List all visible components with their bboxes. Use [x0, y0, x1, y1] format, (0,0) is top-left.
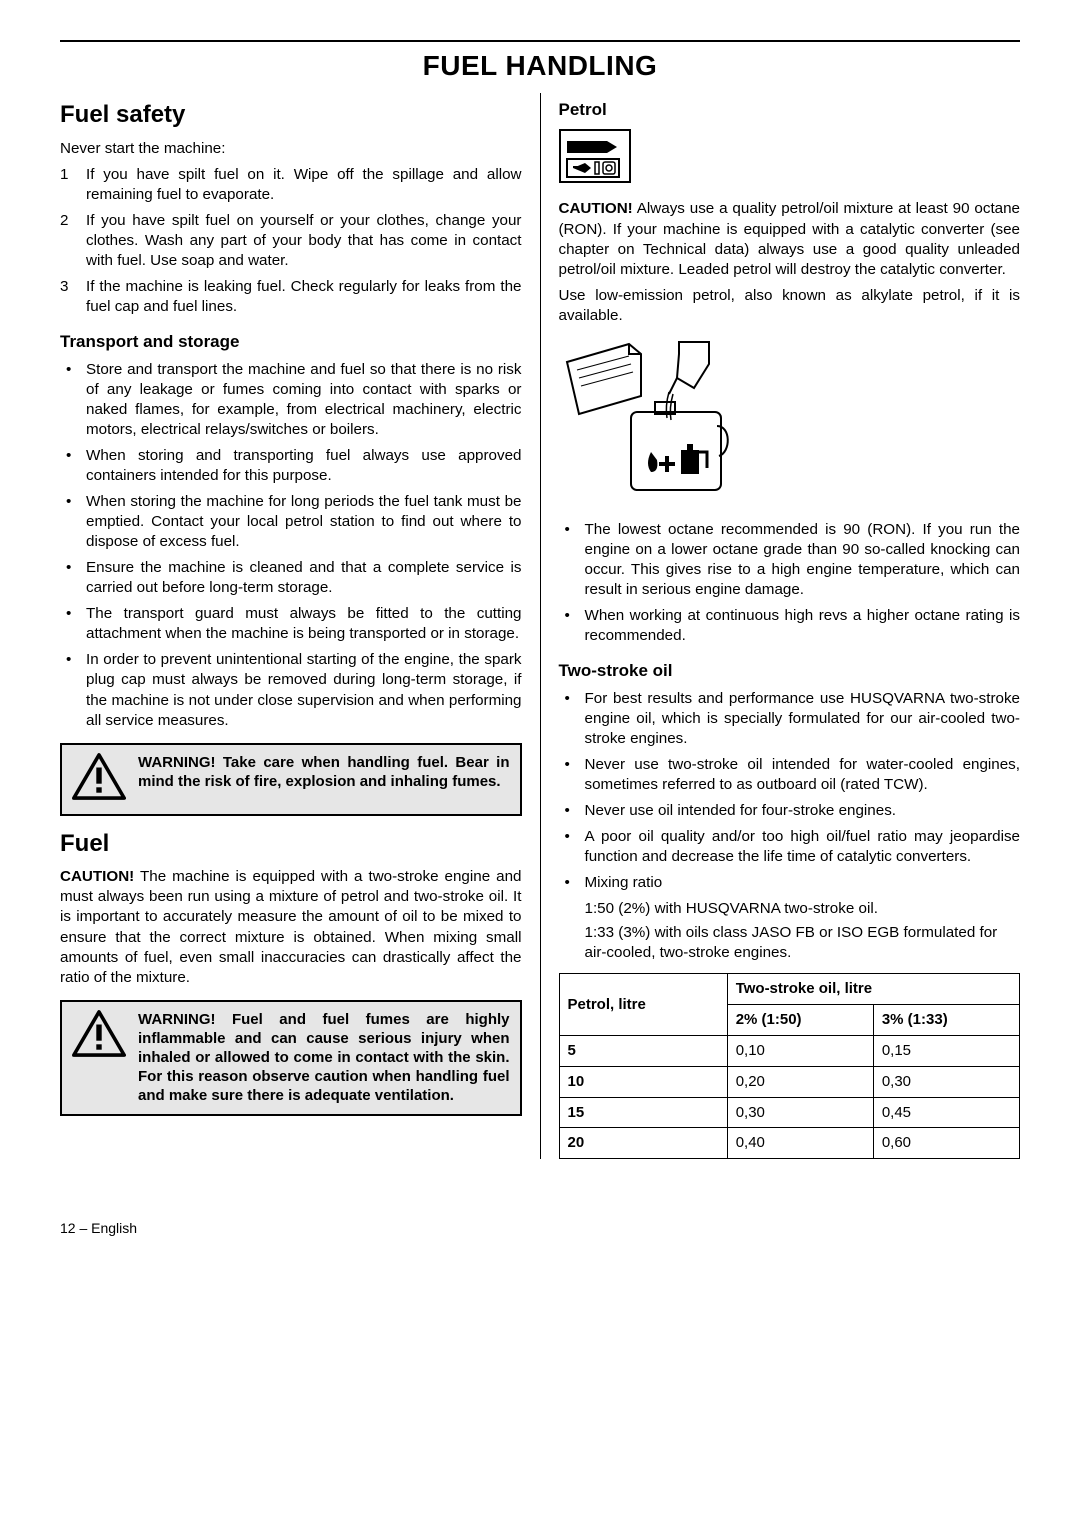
mix-ratio-line: 1:33 (3%) with oils class JASO FB or ISO…: [559, 923, 1021, 963]
heading-transport: Transport and storage: [60, 331, 522, 353]
bullet-icon: •: [60, 650, 86, 730]
bullet-icon: •: [559, 606, 585, 646]
table-row: 20 0,40 0,60: [559, 1128, 1020, 1159]
bullet-icon: •: [559, 827, 585, 867]
table-cell: 0,60: [873, 1128, 1019, 1159]
list-item: Store and transport the machine and fuel…: [86, 360, 522, 440]
bullet-icon: •: [559, 801, 585, 821]
page-footer: 12 – English: [60, 1219, 1020, 1237]
caution-fuel-para: CAUTION! The machine is equipped with a …: [60, 867, 522, 987]
caution-bold: CAUTION!: [60, 868, 134, 885]
mixing-table: Petrol, litre Two-stroke oil, litre 2% (…: [559, 973, 1021, 1159]
table-cell: 0,30: [727, 1097, 873, 1128]
warning-text: WARNING! Fuel and fuel fumes are highly …: [138, 1010, 510, 1106]
heading-two-stroke-oil: Two-stroke oil: [559, 660, 1021, 682]
table-row: 15 0,30 0,45: [559, 1097, 1020, 1128]
list-item: Never use oil intended for four-stroke e…: [585, 801, 897, 821]
list-item: When storing and transporting fuel alway…: [86, 446, 522, 486]
table-cell: 0,30: [873, 1066, 1019, 1097]
heading-fuel-safety: Fuel safety: [60, 99, 522, 131]
table-header-2pct: 2% (1:50): [727, 1005, 873, 1036]
list-item: In order to prevent unintentional starti…: [86, 650, 522, 730]
mix-ratio-line: 1:50 (2%) with HUSQVARNA two-stroke oil.: [559, 899, 1021, 919]
bullet-icon: •: [60, 446, 86, 486]
left-column: Fuel safety Never start the machine: 1If…: [60, 93, 541, 1159]
heading-petrol: Petrol: [559, 99, 1021, 121]
petrol-list: •The lowest octane recommended is 90 (RO…: [559, 520, 1021, 646]
caution-bold: CAUTION!: [559, 200, 633, 217]
bullet-icon: •: [60, 492, 86, 552]
transport-list: •Store and transport the machine and fue…: [60, 360, 522, 731]
table-cell: 20: [559, 1128, 727, 1159]
warning-triangle-icon: [72, 1010, 126, 1063]
warning-box-fumes: WARNING! Fuel and fuel fumes are highly …: [60, 1000, 522, 1116]
list-item: Ensure the machine is cleaned and that a…: [86, 558, 522, 598]
heading-fuel: Fuel: [60, 828, 522, 860]
page-title: FUEL HANDLING: [60, 48, 1020, 85]
warning-box-handling: WARNING! Take care when handling fuel. B…: [60, 743, 522, 816]
caution-petrol-para: CAUTION! Always use a quality petrol/oil…: [559, 199, 1021, 279]
warning-triangle-icon: [72, 753, 126, 806]
table-header-oil: Two-stroke oil, litre: [727, 974, 1019, 1005]
table-cell: 0,40: [727, 1128, 873, 1159]
table-cell: 0,45: [873, 1097, 1019, 1128]
two-column-layout: Fuel safety Never start the machine: 1If…: [60, 93, 1020, 1159]
table-cell: 15: [559, 1097, 727, 1128]
caution-text: The machine is equipped with a two-strok…: [60, 868, 522, 985]
bullet-icon: •: [559, 873, 585, 893]
bullet-icon: •: [60, 558, 86, 598]
warning-text: WARNING! Take care when handling fuel. B…: [138, 753, 510, 791]
fuel-mixing-illustration: [559, 334, 1021, 510]
table-cell: 5: [559, 1036, 727, 1067]
bullet-icon: •: [559, 520, 585, 600]
list-item: If you have spilt fuel on yourself or yo…: [86, 211, 522, 271]
right-column: Petrol CAUTION! Always use a quality pet…: [541, 93, 1021, 1159]
oil-list: •For best results and performance use HU…: [559, 689, 1021, 894]
table-cell: 0,10: [727, 1036, 873, 1067]
table-cell: 0,15: [873, 1036, 1019, 1067]
list-item: The transport guard must always be fitte…: [86, 604, 522, 644]
list-item: For best results and performance use HUS…: [585, 689, 1021, 749]
list-item: Never use two-stroke oil intended for wa…: [585, 755, 1021, 795]
table-row: 5 0,10 0,15: [559, 1036, 1020, 1067]
list-item: The lowest octane recommended is 90 (RON…: [585, 520, 1021, 600]
table-cell: 10: [559, 1066, 727, 1097]
bullet-icon: •: [60, 604, 86, 644]
table-header-3pct: 3% (1:33): [873, 1005, 1019, 1036]
list-num: 2: [60, 211, 86, 271]
bullet-icon: •: [559, 755, 585, 795]
table-cell: 0,20: [727, 1066, 873, 1097]
list-num: 3: [60, 277, 86, 317]
table-row: 10 0,20 0,30: [559, 1066, 1020, 1097]
top-rule: [60, 40, 1020, 42]
petrol-label-illustration: [559, 129, 1021, 189]
list-item: If you have spilt fuel on it. Wipe off t…: [86, 165, 522, 205]
bullet-icon: •: [559, 689, 585, 749]
list-item: Mixing ratio: [585, 873, 663, 893]
never-start-intro: Never start the machine:: [60, 139, 522, 159]
list-num: 1: [60, 165, 86, 205]
list-item: When storing the machine for long period…: [86, 492, 522, 552]
list-item: If the machine is leaking fuel. Check re…: [86, 277, 522, 317]
list-item: A poor oil quality and/or too high oil/f…: [585, 827, 1021, 867]
never-start-list: 1If you have spilt fuel on it. Wipe off …: [60, 165, 522, 317]
table-header-petrol: Petrol, litre: [559, 974, 727, 1036]
bullet-icon: •: [60, 360, 86, 440]
list-item: When working at continuous high revs a h…: [585, 606, 1021, 646]
low-emission-para: Use low-emission petrol, also known as a…: [559, 286, 1021, 326]
